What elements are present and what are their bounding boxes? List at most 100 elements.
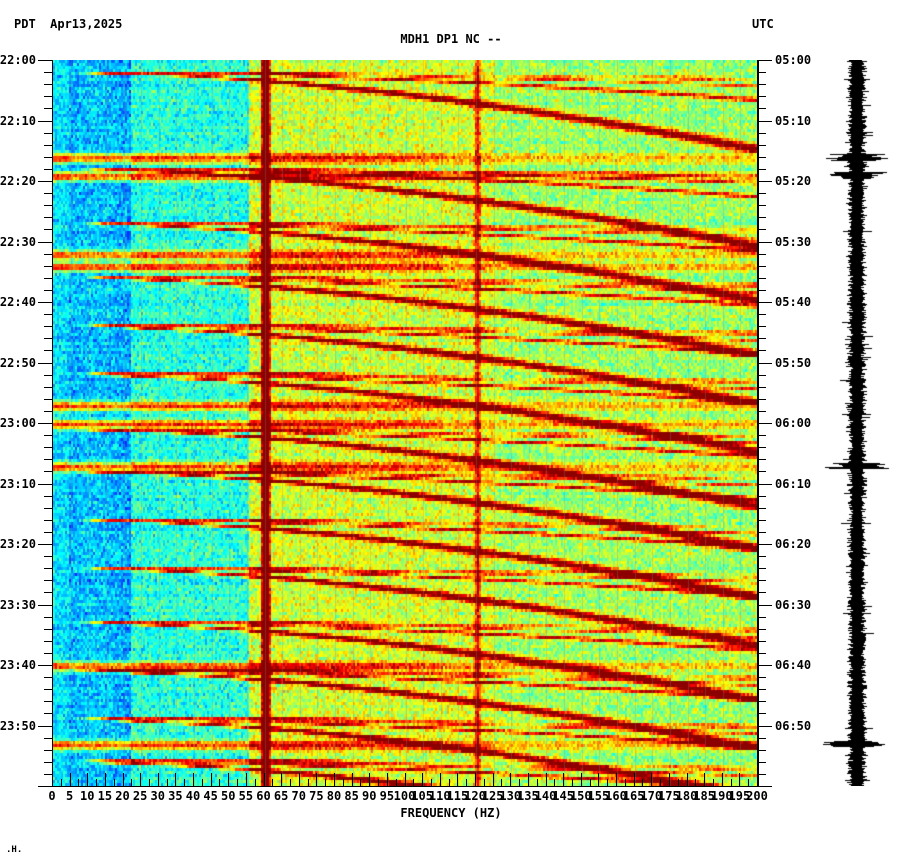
freq-tick-label: 160	[605, 789, 627, 803]
time-tick-major-right	[758, 121, 772, 122]
freq-tick-major	[87, 773, 88, 786]
time-label-right: 05:50	[775, 355, 812, 370]
freq-tick-label: 130	[499, 789, 522, 803]
time-tick-major-right	[758, 665, 772, 666]
time-tick-minor-left	[44, 435, 52, 436]
freq-tick-major	[405, 773, 406, 786]
freq-tick-minor	[431, 779, 432, 786]
freq-tick-minor	[413, 779, 414, 786]
freq-tick-label: 70	[291, 789, 306, 803]
time-tick-minor-left	[44, 133, 52, 134]
time-tick-minor-left	[44, 677, 52, 678]
time-tick-minor-right	[758, 399, 766, 400]
time-tick-minor-right	[758, 641, 766, 642]
freq-tick-label: 145	[552, 789, 574, 803]
freq-tick-label: 200	[746, 789, 768, 803]
freq-tick-minor	[149, 779, 150, 786]
time-tick-minor-left	[44, 314, 52, 315]
freq-tick-label: 195	[728, 789, 751, 803]
freq-tick-label: 100	[393, 789, 416, 803]
freq-tick-major	[334, 773, 335, 786]
freq-tick-label: 140	[534, 789, 557, 803]
freq-tick-major	[598, 773, 599, 786]
spectrogram-plot[interactable]	[52, 60, 759, 786]
freq-tick-minor	[202, 779, 203, 786]
freq-tick-minor	[484, 779, 485, 786]
time-tick-major-left	[38, 363, 52, 364]
time-tick-minor-left	[44, 629, 52, 630]
freq-tick-minor	[131, 779, 132, 786]
time-tick-minor-left	[44, 471, 52, 472]
time-tick-minor-right	[758, 580, 766, 581]
time-tick-minor-right	[758, 762, 766, 763]
time-tick-minor-right	[758, 532, 766, 533]
time-label-left: 23:30	[0, 597, 36, 612]
time-tick-minor-left	[44, 750, 52, 751]
freq-tick-label: 80	[326, 789, 342, 803]
time-tick-minor-left	[44, 266, 52, 267]
time-tick-minor-right	[758, 689, 766, 690]
freq-tick-label: 45	[203, 789, 218, 803]
time-label-right: 06:10	[775, 476, 812, 491]
time-tick-minor-right	[758, 266, 766, 267]
time-tick-minor-right	[758, 520, 766, 521]
time-tick-major-left	[38, 302, 52, 303]
freq-tick-minor	[748, 779, 749, 786]
freq-tick-major	[264, 773, 265, 786]
freq-tick-major	[140, 773, 141, 786]
time-label-right: 05:00	[775, 53, 812, 67]
time-tick-minor-left	[44, 169, 52, 170]
time-tick-major-left	[38, 484, 52, 485]
freq-tick-major	[528, 773, 529, 786]
freq-tick-major	[581, 773, 582, 786]
time-tick-minor-left	[44, 568, 52, 569]
time-tick-minor-right	[758, 169, 766, 170]
freq-tick-minor	[642, 779, 643, 786]
time-tick-minor-left	[44, 701, 52, 702]
time-tick-minor-left	[44, 496, 52, 497]
time-tick-minor-right	[758, 774, 766, 775]
time-tick-minor-left	[44, 580, 52, 581]
spectrogram-image	[53, 60, 758, 786]
time-tick-minor-right	[758, 411, 766, 412]
freq-tick-major	[563, 773, 564, 786]
time-tick-major-right	[758, 423, 772, 424]
left-axis-line	[52, 60, 53, 787]
time-label-left: 22:30	[0, 234, 36, 249]
time-tick-major-left	[38, 121, 52, 122]
freq-tick-label: 60	[256, 789, 271, 803]
time-tick-major-right	[758, 242, 772, 243]
time-tick-minor-right	[758, 459, 766, 460]
freq-tick-minor	[537, 779, 538, 786]
freq-tick-label: 170	[640, 789, 663, 803]
freq-tick-major	[687, 773, 688, 786]
time-tick-minor-right	[758, 290, 766, 291]
time-tick-major-left	[38, 181, 52, 182]
time-label-left: 23:40	[0, 658, 36, 672]
freq-tick-label: 20	[115, 789, 130, 803]
freq-tick-major	[369, 773, 370, 786]
time-tick-minor-left	[44, 641, 52, 642]
time-tick-minor-right	[758, 229, 766, 230]
time-tick-minor-left	[44, 532, 52, 533]
time-tick-major-right	[758, 181, 772, 182]
freq-tick-minor	[660, 779, 661, 786]
freq-tick-minor	[449, 779, 450, 786]
freq-tick-minor	[237, 779, 238, 786]
freq-tick-major	[246, 773, 247, 786]
time-tick-major-left	[38, 60, 52, 61]
freq-tick-major	[739, 773, 740, 786]
time-tick-minor-right	[758, 592, 766, 593]
time-tick-minor-left	[44, 108, 52, 109]
time-tick-major-right	[758, 786, 772, 787]
freq-tick-major	[440, 773, 441, 786]
freq-tick-minor	[554, 779, 555, 786]
time-tick-minor-left	[44, 157, 52, 158]
time-label-left: 22:40	[0, 295, 36, 309]
corner-artifact-glyph: .H.	[6, 845, 23, 855]
freq-tick-label: 5	[66, 789, 74, 803]
freq-tick-major	[704, 773, 705, 786]
freq-tick-label: 105	[411, 789, 433, 803]
time-label-left: 23:20	[0, 537, 36, 551]
time-tick-minor-right	[758, 96, 766, 97]
